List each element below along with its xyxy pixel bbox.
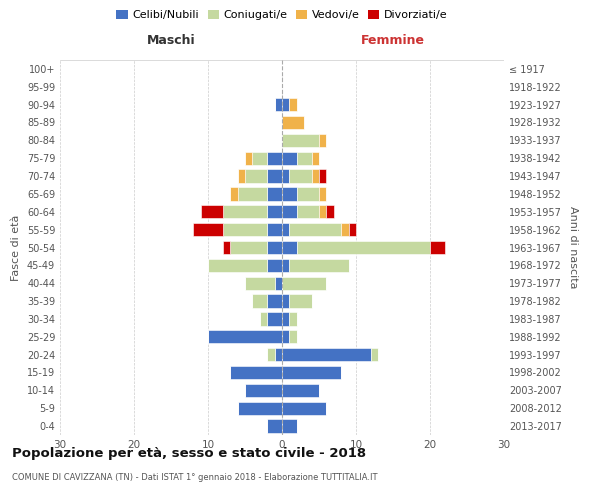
Bar <box>282 348 371 362</box>
Bar <box>282 116 304 129</box>
Bar <box>223 223 267 236</box>
Legend: Celibi/Nubili, Coniugati/e, Vedovi/e, Divorziati/e: Celibi/Nubili, Coniugati/e, Vedovi/e, Di… <box>112 6 452 25</box>
Bar <box>267 152 282 165</box>
Bar <box>267 312 282 326</box>
Bar <box>326 205 334 218</box>
Bar <box>267 258 282 272</box>
Bar <box>267 205 282 218</box>
Bar <box>267 187 282 200</box>
Bar <box>289 170 311 183</box>
Bar <box>267 348 275 362</box>
Y-axis label: Anni di nascita: Anni di nascita <box>568 206 578 289</box>
Y-axis label: Fasce di età: Fasce di età <box>11 214 21 280</box>
Bar <box>267 170 282 183</box>
Bar <box>282 98 289 112</box>
Bar <box>282 384 319 397</box>
Bar <box>289 294 311 308</box>
Bar <box>349 223 356 236</box>
Bar <box>311 170 319 183</box>
Text: Femmine: Femmine <box>361 34 425 48</box>
Bar <box>253 152 267 165</box>
Bar <box>223 241 230 254</box>
Bar <box>275 276 282 290</box>
Bar <box>282 402 326 415</box>
Bar <box>282 366 341 379</box>
Bar <box>341 223 349 236</box>
Bar <box>238 402 282 415</box>
Bar <box>208 258 267 272</box>
Bar <box>260 312 267 326</box>
Bar <box>311 152 319 165</box>
Bar <box>282 294 289 308</box>
Bar <box>245 384 282 397</box>
Bar <box>289 98 297 112</box>
Text: Maschi: Maschi <box>146 34 196 48</box>
Bar <box>282 420 297 433</box>
Bar <box>282 223 289 236</box>
Bar <box>245 276 275 290</box>
Bar <box>282 241 297 254</box>
Bar <box>282 276 326 290</box>
Bar <box>245 152 253 165</box>
Bar <box>267 223 282 236</box>
Bar <box>275 348 282 362</box>
Bar <box>230 187 238 200</box>
Bar <box>282 187 297 200</box>
Bar <box>319 170 326 183</box>
Bar <box>230 241 267 254</box>
Bar <box>289 330 297 344</box>
Bar <box>282 205 297 218</box>
Bar <box>267 241 282 254</box>
Bar <box>282 258 289 272</box>
Bar <box>297 205 319 218</box>
Bar <box>282 312 289 326</box>
Bar <box>282 134 319 147</box>
Bar <box>238 187 267 200</box>
Bar <box>238 170 245 183</box>
Bar <box>267 420 282 433</box>
Bar <box>297 187 319 200</box>
Bar <box>297 152 311 165</box>
Bar <box>319 187 326 200</box>
Bar <box>193 223 223 236</box>
Bar <box>371 348 378 362</box>
Bar <box>282 170 289 183</box>
Bar <box>245 170 267 183</box>
Bar <box>253 294 267 308</box>
Bar <box>319 205 326 218</box>
Bar <box>297 241 430 254</box>
Bar <box>289 223 341 236</box>
Bar <box>282 330 289 344</box>
Text: COMUNE DI CAVIZZANA (TN) - Dati ISTAT 1° gennaio 2018 - Elaborazione TUTTITALIA.: COMUNE DI CAVIZZANA (TN) - Dati ISTAT 1°… <box>12 472 377 482</box>
Bar <box>200 205 223 218</box>
Bar <box>223 205 267 218</box>
Bar <box>319 134 326 147</box>
Bar <box>230 366 282 379</box>
Bar <box>267 294 282 308</box>
Bar <box>282 152 297 165</box>
Bar <box>208 330 282 344</box>
Bar <box>289 312 297 326</box>
Bar <box>430 241 445 254</box>
Bar <box>275 98 282 112</box>
Text: Popolazione per età, sesso e stato civile - 2018: Popolazione per età, sesso e stato civil… <box>12 448 366 460</box>
Bar <box>289 258 349 272</box>
